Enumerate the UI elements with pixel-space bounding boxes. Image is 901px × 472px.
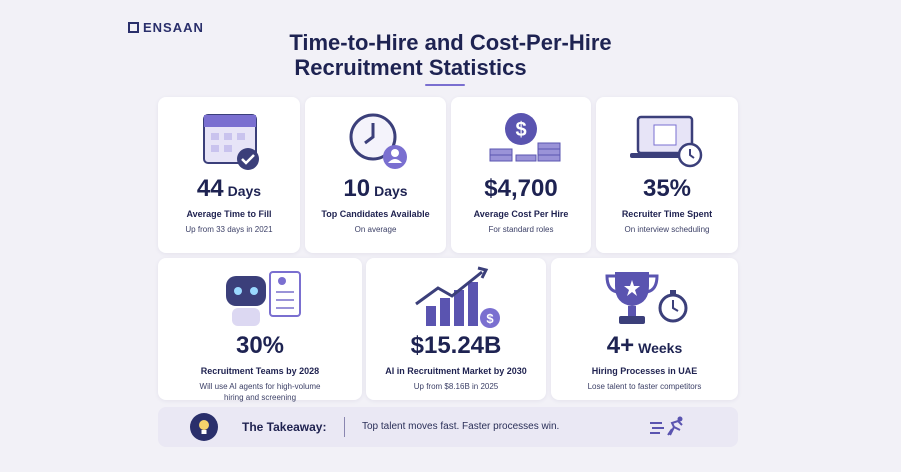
stat-value: 35% [642,175,692,202]
stat-label: AI in Recruitment Market by 2030 [385,366,527,376]
stat-note: Will use AI agents for high-volume hirin… [199,382,321,402]
laptop-icon [630,115,703,168]
stat-note: Lose talent to faster competitors [587,382,702,391]
stat-card: $ $15.24B AI in Recruitment Market by 20… [366,258,546,400]
stat-card: $ $4,700 Average Cost Per Hire For stand… [451,97,591,253]
growth-icon: $ [415,266,500,328]
clock-icon [349,113,407,169]
title: Time-to-Hire and Cost-Per-Hire [289,30,612,55]
stat-card: 10 Days Top Candidates Available On avera… [305,97,446,253]
stat-card: 44 Days Average Time to Fill Up from 33 d… [158,97,300,253]
trophy-icon [604,272,687,324]
title: Recruitment Statistics [294,55,527,80]
stat-label: Recruitment Teams by 2028 [200,366,320,376]
stat-label: Top Candidates Available [321,209,430,219]
stat-card: 4+ Weeks Hiring Processes in UAE Lose tal… [551,258,738,400]
unit: Days [227,183,262,199]
stat-value: 44 Days [158,177,300,201]
value: 4+ [606,332,635,359]
stat-value: 10 Days [305,177,446,201]
stat-label: Recruiter Time Spent [621,209,713,219]
separator [344,417,345,437]
stat-label: Average Time to Fill [186,209,272,219]
divider [425,84,465,86]
stat-label: Hiring Processes in UAE [591,366,698,376]
stat-note: On interview scheduling [624,225,710,234]
takeaway-label: The Takeaway: [242,420,327,434]
stat-value: $15.24B [410,332,502,359]
robot-icon [226,271,301,326]
svg-text:$: $ [515,119,526,141]
stat-note: On average [354,225,397,234]
value: 10 [343,175,371,202]
logo-text: ENSAAN [143,20,204,35]
unit: Weeks [638,340,683,356]
stat-note: For standard roles [488,225,554,234]
stat-value: 30% [235,332,285,359]
runner-icon [650,416,683,436]
stat-value: 4+ Weeks [551,334,738,358]
stat-card: 35% Recruiter Time Spent On interview sc… [596,97,738,253]
stat-value: $4,700 [484,175,558,202]
bulb-icon [190,413,218,441]
stat-label: Average Cost Per Hire [473,209,569,219]
takeaway-text: Top talent moves fast. Faster processes … [362,421,560,432]
money-icon: $ [489,113,561,162]
stat-card: 30% Recruitment Teams by 2028 Will use A… [158,258,362,402]
unit: Days [374,183,408,199]
takeaway-bar: The Takeaway: Top talent moves fast. Fas… [158,407,738,447]
value: 44 [196,175,224,202]
stat-note: Up from 33 days in 2021 [185,225,273,234]
svg-text:$: $ [486,311,494,326]
calendar-icon [203,114,259,170]
stat-note: Up from $8.16B in 2025 [413,382,499,391]
logo: ENSAAN [128,20,204,35]
